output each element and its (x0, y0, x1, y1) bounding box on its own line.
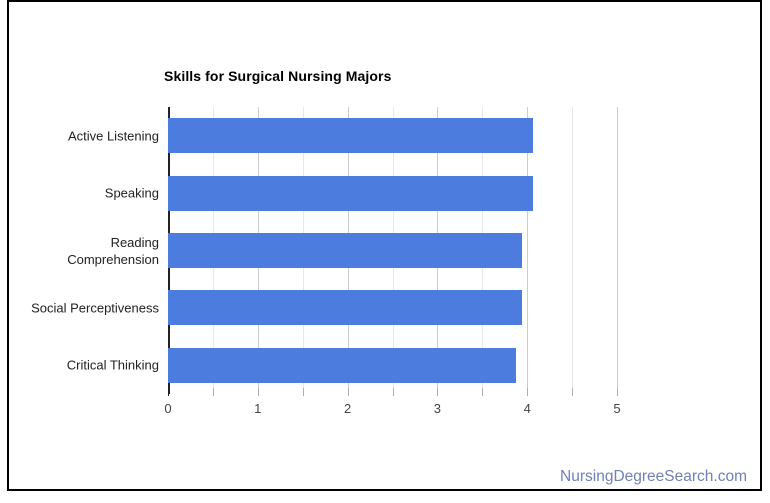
axis-tick-4.5 (572, 388, 574, 396)
category-axis: Active Listening Speaking Reading Comprehe… (29, 107, 159, 394)
category-label: Reading Comprehension (67, 234, 159, 267)
category-label: Speaking (104, 185, 159, 201)
axis-tick-2 (347, 388, 349, 396)
value-tick-label-1: 1 (254, 401, 262, 416)
category-label: Active Listening (67, 128, 159, 144)
axis-tick-1.5 (302, 388, 304, 396)
category-label: Critical Thinking (66, 357, 159, 373)
value-tick-label-2: 2 (343, 401, 352, 416)
axis-tick-0.5 (212, 388, 214, 396)
axis-tick-2.5 (392, 388, 394, 396)
category-label: Social Perceptiveness (31, 300, 159, 316)
axis-tick-3.5 (482, 388, 484, 396)
chart-title: Skills for Surgical Nursing Majors (164, 68, 392, 84)
axis-tick-1 (257, 388, 259, 396)
watermark-link[interactable]: NursingDegreeSearch.com (560, 468, 747, 485)
value-tick-label-5: 5 (613, 401, 621, 416)
bar-active-listening (168, 118, 534, 154)
gridline-major-4 (527, 107, 529, 394)
value-tick-label-4: 4 (523, 401, 531, 416)
gridline-minor-4.5 (572, 107, 574, 394)
value-axis: 0 1 2 3 4 5 (9, 401, 770, 421)
bar-speaking (168, 175, 534, 211)
value-tick-label-0: 0 (164, 401, 172, 416)
bar-reading-comprehension (168, 233, 522, 268)
gridline-major-5 (617, 107, 618, 394)
axis-tick-5 (617, 388, 618, 396)
plot-area (168, 107, 618, 396)
bar-social-perceptiveness (168, 290, 522, 326)
chart-frame: Skills for Surgical Nursing Majors Activ… (7, 0, 762, 491)
axis-tick-3 (437, 388, 439, 396)
axis-tick-4 (527, 388, 529, 396)
value-tick-label-3: 3 (433, 401, 441, 416)
bar-critical-thinking (168, 347, 517, 383)
